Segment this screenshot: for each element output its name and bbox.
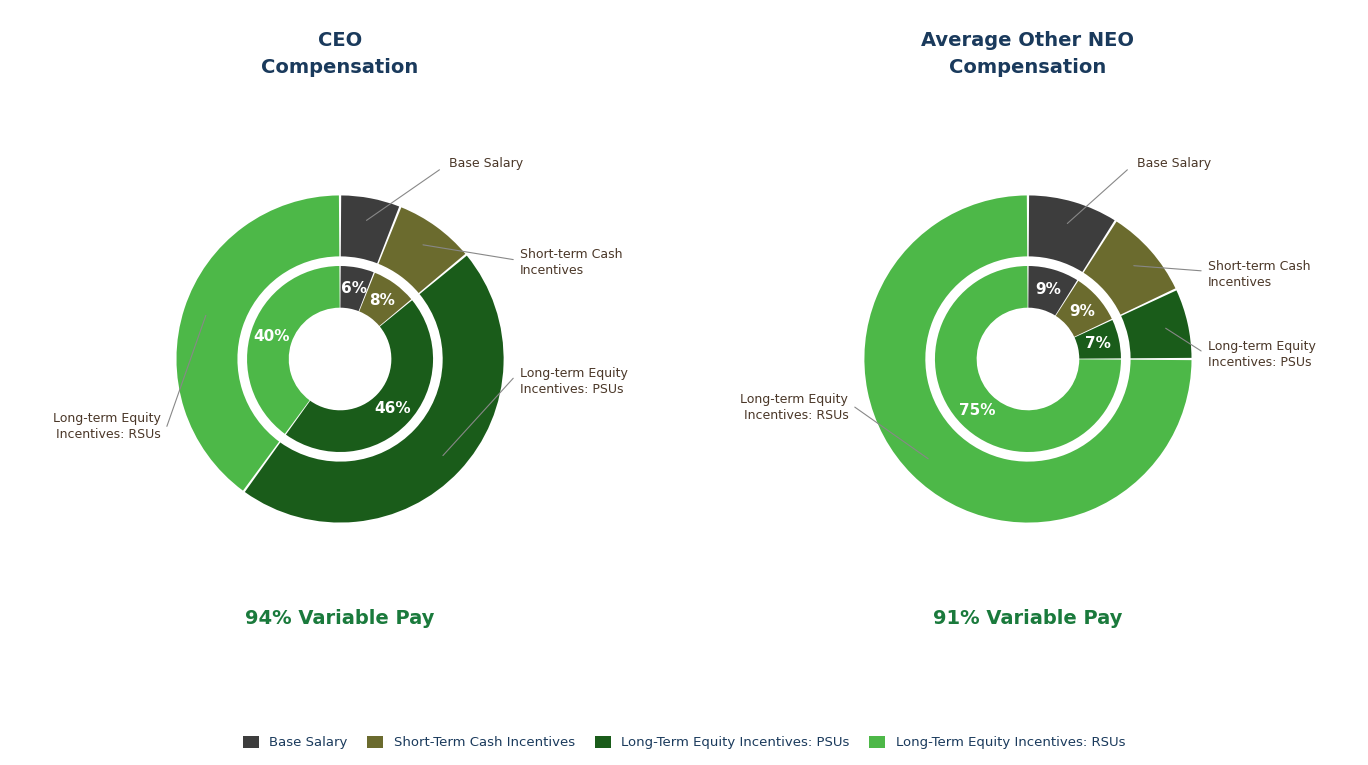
Text: 75%: 75%	[959, 402, 995, 418]
Wedge shape	[341, 266, 373, 311]
Wedge shape	[341, 195, 399, 263]
Text: Long-term Equity
Incentives: PSUs: Long-term Equity Incentives: PSUs	[1208, 340, 1316, 369]
Title: Average Other NEO
Compensation: Average Other NEO Compensation	[922, 31, 1134, 76]
Text: 40%: 40%	[253, 329, 290, 344]
Wedge shape	[1074, 320, 1120, 359]
Text: Short-term Cash
Incentives: Short-term Cash Incentives	[520, 249, 622, 277]
Text: 9%: 9%	[1036, 282, 1062, 298]
Wedge shape	[176, 195, 339, 490]
Wedge shape	[248, 266, 339, 434]
Text: 94% Variable Pay: 94% Variable Pay	[245, 609, 435, 628]
Text: 6%: 6%	[341, 281, 367, 295]
Title: CEO
Compensation: CEO Compensation	[261, 31, 419, 76]
Text: 46%: 46%	[375, 401, 410, 416]
Wedge shape	[1029, 266, 1077, 315]
Text: Short-term Cash
Incentives: Short-term Cash Incentives	[1208, 259, 1311, 288]
Text: 91% Variable Pay: 91% Variable Pay	[933, 609, 1123, 628]
Wedge shape	[286, 300, 434, 452]
Text: Base Salary: Base Salary	[1137, 157, 1211, 170]
Text: Long-term Equity
Incentives: PSUs: Long-term Equity Incentives: PSUs	[520, 367, 628, 396]
Wedge shape	[245, 256, 503, 522]
Text: Long-term Equity
Incentives: RSUs: Long-term Equity Incentives: RSUs	[52, 412, 160, 441]
Text: 7%: 7%	[1085, 336, 1111, 351]
Text: 8%: 8%	[369, 293, 395, 308]
Text: 9%: 9%	[1070, 304, 1094, 319]
Wedge shape	[1029, 195, 1115, 272]
Text: Base Salary: Base Salary	[449, 157, 523, 170]
Wedge shape	[379, 207, 465, 293]
Text: Long-term Equity
Incentives: RSUs: Long-term Equity Incentives: RSUs	[740, 392, 848, 422]
Wedge shape	[1083, 222, 1175, 314]
Wedge shape	[934, 266, 1120, 452]
Legend: Base Salary, Short-Term Cash Incentives, Long-Term Equity Incentives: PSUs, Long: Base Salary, Short-Term Cash Incentives,…	[238, 731, 1130, 754]
Wedge shape	[865, 195, 1192, 522]
Wedge shape	[360, 273, 412, 326]
Wedge shape	[1056, 281, 1112, 337]
Wedge shape	[1122, 291, 1192, 358]
